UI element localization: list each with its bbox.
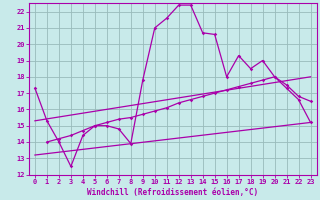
X-axis label: Windchill (Refroidissement éolien,°C): Windchill (Refroidissement éolien,°C) (87, 188, 258, 197)
